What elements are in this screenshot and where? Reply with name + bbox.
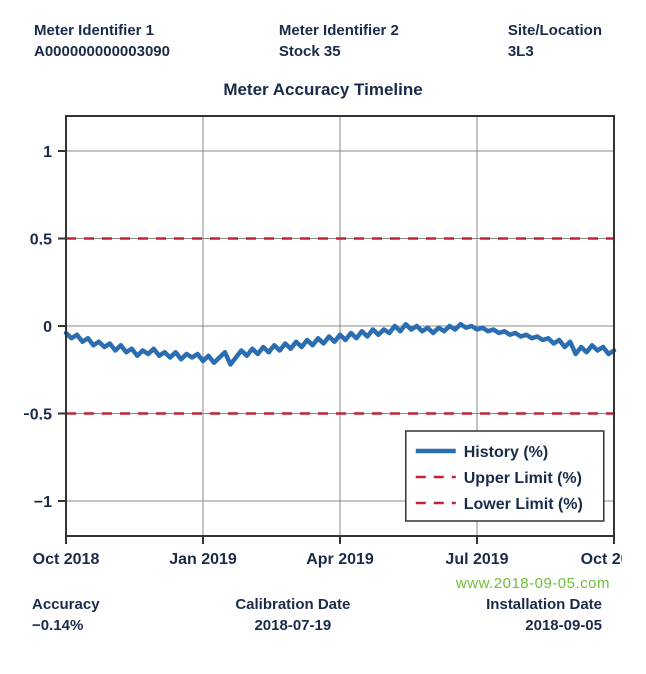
footer-col-3-label: Installation Date (486, 596, 602, 613)
header-col-1-label: Meter Identifier 1 (34, 20, 170, 41)
header-col-1: Meter Identifier 1 A000000000003090 (34, 20, 170, 62)
svg-text:History (%): History (%) (464, 444, 548, 461)
header-col-1-value: A000000000003090 (34, 41, 170, 62)
svg-text:Lower Limit (%): Lower Limit (%) (464, 496, 583, 513)
chart-title: Meter Accuracy Timeline (24, 80, 622, 100)
footer-col-1: Accuracy −0.14% (32, 594, 100, 636)
chart-svg: Oct 2018 Jan 2019 Apr 2019 Jul 2019 Oct 2019… (24, 108, 622, 578)
footer-col-2-label: Calibration Date (235, 596, 350, 613)
header-col-3-label: Site/Location (508, 20, 602, 41)
svg-text:−1: −1 (34, 494, 52, 511)
header-col-3-value: 3L3 (508, 41, 602, 62)
svg-text:0: 0 (43, 319, 52, 336)
svg-text:−0.5: −0.5 (24, 407, 52, 424)
footer-col-1-label: Accuracy (32, 596, 100, 613)
footer-col-2: Calibration Date 2018-07-19 (235, 594, 350, 636)
svg-text:1: 1 (43, 144, 52, 161)
header-col-3: Site/Location 3L3 (508, 20, 602, 62)
svg-text:Jul 2019: Jul 2019 (445, 551, 508, 568)
footer-col-1-value: −0.14% (32, 617, 83, 634)
header-row: Meter Identifier 1 A000000000003090 Mete… (24, 20, 622, 62)
chart-wrap: Oct 2018 Jan 2019 Apr 2019 Jul 2019 Oct 2019… (24, 108, 622, 578)
svg-text:Oct 2018: Oct 2018 (33, 551, 100, 568)
svg-text:Jan 2019: Jan 2019 (169, 551, 237, 568)
footer-col-2-value: 2018-07-19 (254, 617, 331, 634)
header-col-2: Meter Identifier 2 Stock 35 (279, 20, 399, 62)
svg-text:Apr 2019: Apr 2019 (306, 551, 374, 568)
svg-text:Oct 2019: Oct 2019 (581, 551, 622, 568)
svg-text:0.5: 0.5 (30, 232, 52, 249)
header-col-2-label: Meter Identifier 2 (279, 20, 399, 41)
header-col-2-value: Stock 35 (279, 41, 399, 62)
footer-col-3: Installation Date 2018-09-05 (486, 594, 602, 636)
footer-col-3-value: 2018-09-05 (525, 617, 602, 634)
footer-row: Accuracy −0.14% Calibration Date 2018-07… (24, 594, 622, 636)
svg-text:Upper Limit (%): Upper Limit (%) (464, 470, 582, 487)
